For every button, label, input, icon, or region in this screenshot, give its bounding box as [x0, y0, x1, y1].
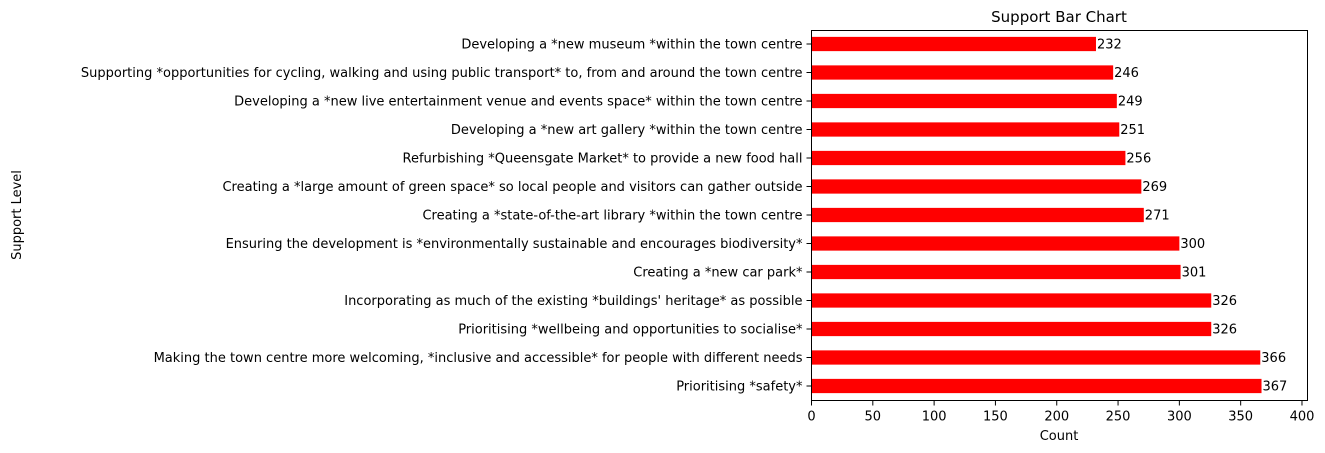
bar [811, 150, 1126, 166]
bar [811, 65, 1114, 80]
data-labels-group: 232 246 249 251 256 269 271 300 301 326 326 366 367 [1097, 38, 1287, 395]
bars-group [811, 36, 1262, 394]
x-tick-label: 150 [983, 410, 1008, 425]
bar [811, 93, 1117, 109]
x-tick-label: 300 [1167, 410, 1192, 425]
bar-value-label: 366 [1261, 351, 1286, 366]
category-label: Developing a *new museum *within the tow… [461, 38, 802, 53]
category-label: Ensuring the development is *environment… [226, 237, 803, 252]
bar [811, 378, 1262, 394]
category-label: Making the town centre more welcoming, *… [154, 351, 803, 366]
bar-value-label: 326 [1212, 323, 1237, 338]
bar [811, 207, 1144, 223]
category-label: Developing a *new art gallery *within th… [451, 123, 803, 138]
x-tick-label: 400 [1290, 410, 1315, 425]
x-tick-label: 50 [865, 410, 882, 425]
bar-value-label: 256 [1126, 152, 1151, 167]
chart-title: Support Bar Chart [991, 8, 1127, 26]
category-label: Refurbishing *Queensgate Market* to prov… [403, 152, 803, 167]
x-tick-label: 350 [1228, 410, 1253, 425]
x-tick-label: 250 [1106, 410, 1131, 425]
category-label: Creating a *large amount of green space*… [222, 180, 802, 195]
bar [811, 293, 1212, 308]
bar [811, 264, 1181, 280]
bar [811, 36, 1096, 52]
category-label: Creating a *new car park* [633, 266, 803, 281]
bar-value-label: 367 [1263, 380, 1288, 395]
bar-value-label: 301 [1182, 266, 1207, 281]
bar-value-label: 232 [1097, 38, 1122, 53]
plot-area-frame [811, 30, 1308, 401]
category-label: Creating a *state-of-the-art library *wi… [422, 209, 802, 224]
category-label: Prioritising *wellbeing and opportunitie… [458, 323, 803, 338]
x-axis-label: Count [1040, 429, 1079, 444]
y-axis-label: Support Level [10, 170, 25, 260]
category-label: Supporting *opportunities for cycling, w… [81, 66, 803, 81]
x-ticks-group: 0 50 100 150 200 250 300 350 400 [807, 400, 1315, 425]
bar-value-label: 300 [1180, 237, 1205, 252]
bar [811, 321, 1212, 337]
category-label: Prioritising *safety* [676, 380, 803, 395]
bar [811, 122, 1120, 137]
bar-value-label: 249 [1118, 95, 1143, 110]
bar [811, 350, 1261, 365]
bar-value-label: 251 [1120, 123, 1145, 138]
bar [811, 179, 1142, 194]
bar-value-label: 246 [1114, 66, 1139, 81]
bar-value-label: 271 [1145, 209, 1170, 224]
category-label: Incorporating as much of the existing *b… [344, 294, 802, 309]
category-label: Developing a *new live entertainment ven… [234, 95, 802, 110]
x-tick-label: 200 [1044, 410, 1069, 425]
x-tick-label: 100 [922, 410, 947, 425]
bar [811, 236, 1180, 251]
category-labels-group: Developing a *new museum *within the tow… [81, 38, 812, 395]
x-tick-label: 0 [807, 410, 815, 425]
bar-value-label: 326 [1212, 294, 1237, 309]
bar-value-label: 269 [1142, 180, 1167, 195]
